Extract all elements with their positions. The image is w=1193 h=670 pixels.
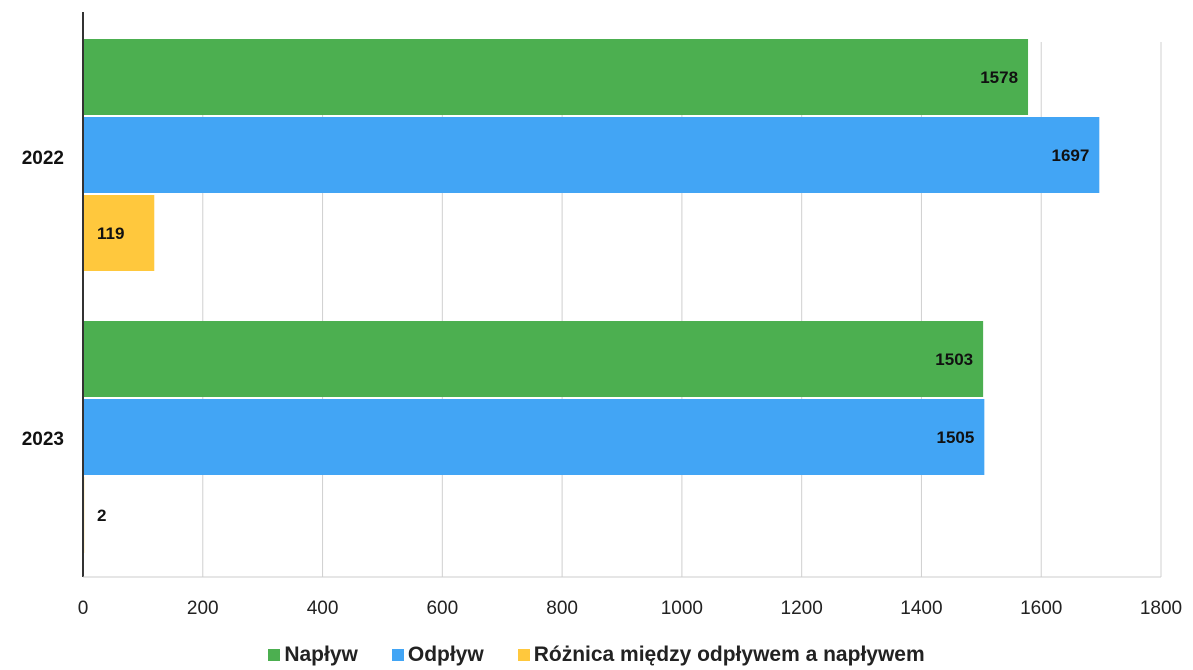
- x-tick-label: 1200: [781, 598, 823, 619]
- legend-swatch: [268, 649, 281, 661]
- bars: [83, 39, 1100, 553]
- axes: 0 200 400 600 800 1000 1200 1400 1600 1800 2022 202…: [22, 12, 1182, 619]
- data-label: 1697: [1051, 146, 1089, 165]
- legend-swatch: [391, 649, 404, 661]
- x-tick-label: 400: [307, 598, 339, 619]
- bar: [83, 39, 1029, 115]
- legend: Napływ Odpływ Różnica między odpływem a …: [0, 643, 1193, 667]
- x-tick-label: 200: [187, 598, 219, 619]
- legend-item-odplyw: Odpływ: [391, 643, 484, 667]
- legend-item-roznica: Różnica między odpływem a napływem: [517, 643, 925, 667]
- legend-item-naplyw: Napływ: [268, 643, 358, 667]
- x-tick-label: 1400: [900, 598, 942, 619]
- data-label: 1503: [935, 350, 973, 369]
- bar: [83, 321, 984, 397]
- data-label: 2: [97, 506, 106, 525]
- legend-label: Napływ: [284, 643, 358, 666]
- bar: [83, 117, 1100, 193]
- data-label: 119: [97, 224, 124, 243]
- data-label: 1578: [980, 68, 1018, 87]
- legend-label: Różnica między odpływem a napływem: [533, 643, 925, 666]
- category-label: 2022: [22, 148, 64, 169]
- x-tick-label: 1600: [1020, 598, 1062, 619]
- data-label: 1505: [936, 428, 974, 447]
- bar: [83, 399, 985, 475]
- legend-swatch: [517, 649, 530, 661]
- x-tick-label: 0: [78, 598, 89, 619]
- legend-label: Odpływ: [407, 643, 484, 666]
- category-label: 2023: [22, 429, 64, 450]
- data-labels: 1578 1697 119 1503 1505 2: [97, 68, 1089, 525]
- x-tick-label: 1800: [1140, 598, 1182, 619]
- x-tick-label: 1000: [661, 598, 703, 619]
- bar: [83, 195, 155, 271]
- x-tick-label: 600: [426, 598, 458, 619]
- x-tick-label: 800: [546, 598, 578, 619]
